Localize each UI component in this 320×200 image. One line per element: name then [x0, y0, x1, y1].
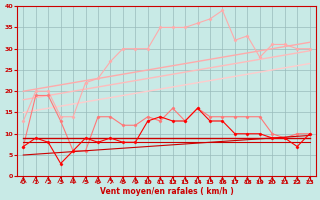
X-axis label: Vent moyen/en rafales ( km/h ): Vent moyen/en rafales ( km/h ) — [100, 187, 233, 196]
